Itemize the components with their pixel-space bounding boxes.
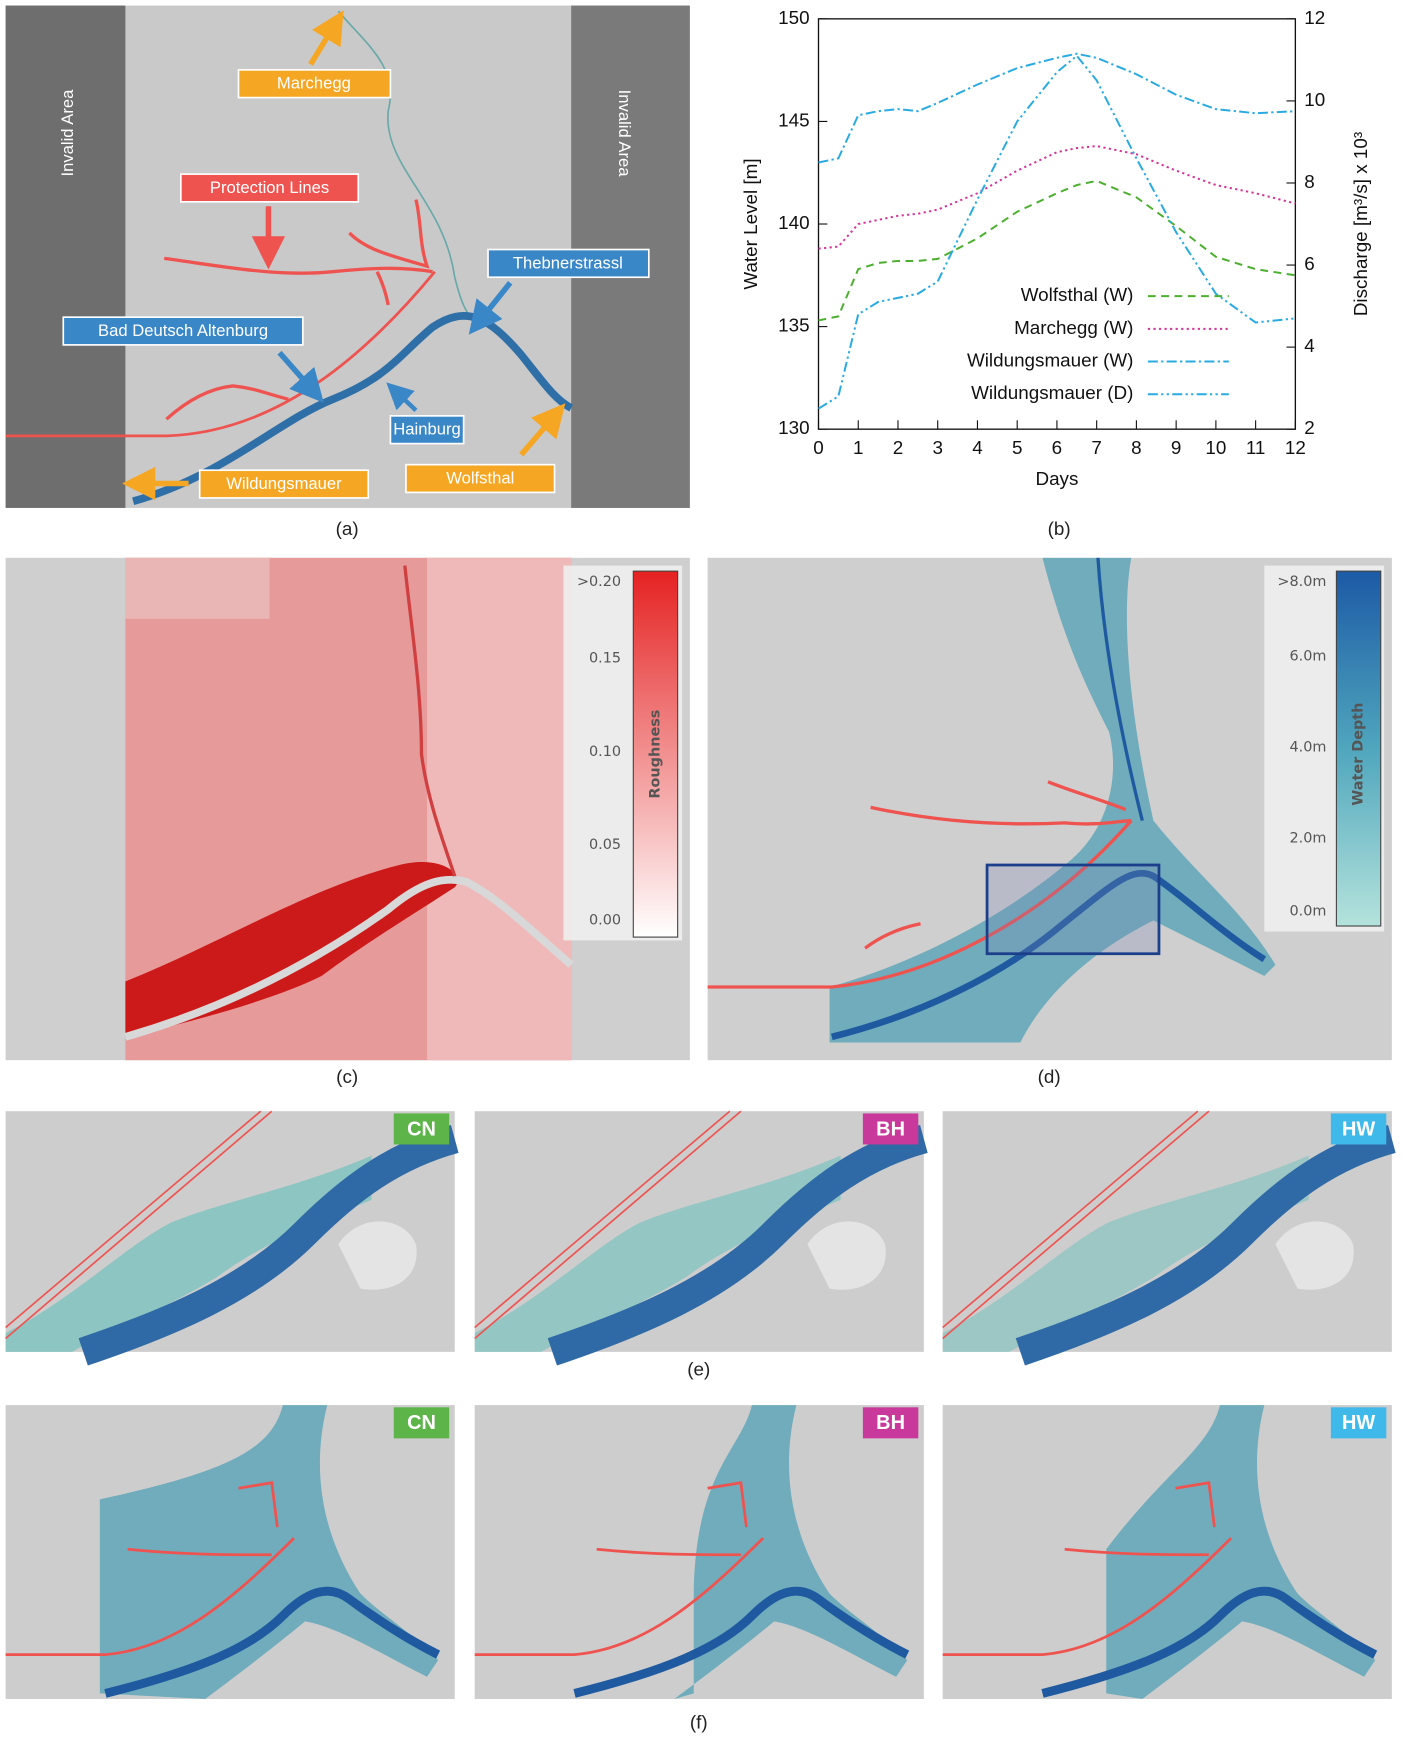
roughness-overlay: [125, 558, 269, 619]
series-line: [818, 54, 1295, 163]
x-tick-label: 0: [813, 437, 823, 458]
x-tick-label: 11: [1246, 437, 1266, 458]
zoom-box: [987, 865, 1159, 954]
badge-label: HW: [1342, 1118, 1375, 1140]
y2-tick-label: 8: [1304, 171, 1314, 192]
caption: (a): [336, 518, 359, 539]
x-tick-label: 1: [853, 437, 863, 458]
y2-axis-label: Discharge [m³/s] x 10³: [1350, 132, 1371, 316]
legend-label: Marchegg (W): [1014, 317, 1133, 338]
label: Invalid Area: [615, 90, 634, 178]
legend-label: 0.05: [589, 837, 621, 853]
series-line: [818, 146, 1295, 249]
legend-label: Wildungsmauer (W): [967, 350, 1133, 371]
y-tick-label: 135: [778, 315, 809, 336]
x-tick-label: 4: [972, 437, 982, 458]
x-tick-label: 12: [1285, 437, 1306, 458]
legend-label: 0.00: [589, 912, 621, 928]
y-tick-label: 145: [778, 109, 809, 130]
legend-label: 2.0m: [1289, 830, 1326, 846]
label: Protection Lines: [210, 178, 329, 197]
x-tick-label: 2: [893, 437, 903, 458]
chart-b: (b) 012345678910111213013514014515024681…: [740, 7, 1371, 539]
label: Bad Deutsch Altenburg: [98, 321, 268, 340]
map-panel: BH: [475, 1111, 924, 1352]
y-tick-label: 150: [778, 7, 809, 28]
roughness-overlay: [427, 558, 571, 1060]
y2-tick-label: 2: [1304, 417, 1314, 438]
x-axis-label: Days: [1035, 468, 1078, 489]
x-tick-label: 7: [1091, 437, 1101, 458]
map-panel: CN: [6, 1405, 455, 1699]
y2-tick-label: 4: [1304, 335, 1314, 356]
map-panel: HW: [943, 1111, 1392, 1352]
y2-tick-label: 6: [1304, 253, 1314, 274]
x-tick-label: 3: [932, 437, 942, 458]
map-panel: CN: [6, 1111, 455, 1352]
x-tick-label: 9: [1171, 437, 1181, 458]
legend-label: 4.0m: [1289, 739, 1326, 755]
panel-c: Roughness >0.20 0.15 0.10 0.05 0.00 (c): [6, 558, 690, 1087]
page: Invalid Area Invalid Area Marchegg Prote…: [0, 0, 1403, 1740]
panel-a: Invalid Area Invalid Area Marchegg Prote…: [6, 6, 690, 540]
legend-label: >8.0m: [1277, 574, 1326, 590]
map-panel: BH: [475, 1405, 924, 1699]
legend-label: 0.0m: [1289, 904, 1326, 920]
legend-label: 6.0m: [1289, 649, 1326, 665]
map-panel: HW: [943, 1405, 1392, 1699]
label: Hainburg: [393, 420, 460, 439]
label: Thebnerstrassl: [513, 253, 623, 272]
badge-label: BH: [876, 1412, 905, 1434]
caption: (e): [687, 1359, 710, 1380]
badge-label: HW: [1342, 1412, 1375, 1434]
panels-e-f: (e) (f) CN BH HW CN BH HW: [6, 1111, 1392, 1732]
legend-label: Wildungsmauer (D): [971, 382, 1133, 403]
caption: (b): [1048, 518, 1071, 539]
badge-label: CN: [407, 1412, 436, 1434]
x-tick-label: 8: [1131, 437, 1141, 458]
y2-tick-label: 12: [1304, 7, 1325, 28]
y-axis-label: Water Level [m]: [740, 158, 761, 289]
label: Invalid Area: [58, 89, 77, 177]
label: Wolfsthal: [446, 468, 514, 487]
caption: (c): [336, 1066, 358, 1087]
caption: (f): [690, 1711, 708, 1732]
y-tick-label: 130: [778, 417, 809, 438]
y2-tick-label: 10: [1304, 89, 1325, 110]
y-tick-label: 140: [778, 212, 809, 233]
legend-title: Roughness: [647, 710, 663, 799]
panel-d: Water Depth >8.0m 6.0m 4.0m 2.0m 0.0m (d…: [708, 558, 1392, 1087]
invalid-area: [6, 6, 126, 508]
x-tick-label: 5: [1012, 437, 1022, 458]
legend-label: >0.20: [577, 574, 621, 590]
x-tick-label: 6: [1052, 437, 1062, 458]
legend-label: 0.10: [589, 744, 621, 760]
caption: (d): [1038, 1066, 1061, 1087]
badge-label: BH: [876, 1118, 905, 1140]
x-tick-label: 10: [1205, 437, 1226, 458]
legend-label: Wolfsthal (W): [1021, 284, 1134, 305]
figure: Invalid Area Invalid Area Marchegg Prote…: [0, 0, 1403, 1740]
legend-title: Water Depth: [1351, 703, 1367, 806]
label: Marchegg: [277, 74, 351, 93]
legend-label: 0.15: [589, 651, 621, 667]
badge-label: CN: [407, 1118, 436, 1140]
label: Wildungsmauer: [226, 474, 342, 493]
